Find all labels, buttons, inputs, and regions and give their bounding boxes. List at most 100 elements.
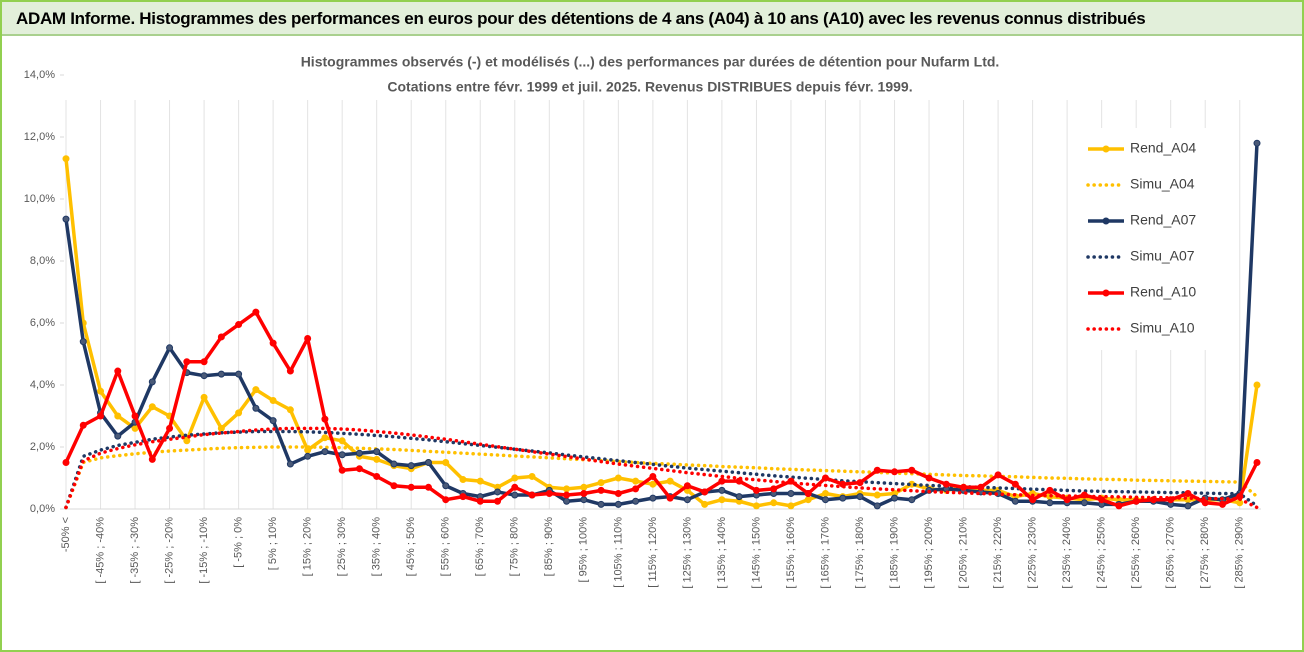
y-tick-label: 10,0% [24,193,55,205]
point [977,483,985,491]
point [494,497,502,505]
series-line [64,429,1259,510]
point [304,335,312,342]
point [545,490,553,497]
x-tick-label: [ -5% ; 0% [233,517,245,568]
legend-marker [1102,145,1110,153]
point [252,308,260,316]
series-line [64,426,1259,510]
chart-title: Histogrammes observés (-) et modélisés (… [301,54,1000,70]
point [424,459,432,466]
point [839,494,847,502]
y-tick-label: 0,0% [30,503,55,515]
point [632,477,640,485]
legend-label: Simu_A10 [1130,320,1195,336]
point [1218,500,1226,508]
point [114,412,122,420]
point [804,496,812,504]
x-tick-label: [ 285% ; 290% [1234,517,1246,589]
point [528,472,536,480]
point [787,490,795,497]
x-tick-label: [ 185% ; 190% [888,517,900,589]
point [683,482,691,490]
series-line [64,445,1259,510]
x-tick-label: [ 5% ; 10% [267,517,279,570]
point [183,358,191,366]
point [338,437,346,445]
point [528,491,536,499]
point [632,497,640,505]
point [597,500,605,508]
legend-label: Rend_A10 [1130,284,1196,300]
x-tick-label: [ 45% ; 50% [405,517,417,577]
point [286,367,294,375]
point [269,397,277,404]
point [114,432,122,440]
point [787,502,795,510]
point [338,451,346,459]
point [148,455,156,463]
point [166,344,174,352]
point [614,490,622,497]
x-tick-label: [ 115% ; 120% [647,517,659,588]
legend-marker [1102,217,1110,225]
point [1063,496,1071,504]
x-tick-label: [ 75% ; 80% [509,517,521,577]
x-tick-label: [ 225% ; 230% [1027,517,1039,589]
point [114,367,122,375]
point [476,497,484,505]
x-tick-label: [ 55% ; 60% [440,517,452,577]
point [821,496,829,504]
x-tick-label: [ -35% ; -30% [129,517,141,584]
point [476,477,484,485]
point [321,415,329,423]
point [166,424,174,432]
point [649,494,657,502]
point [355,465,363,473]
x-tick-label: [ 145% ; 150% [750,517,762,589]
point [1011,480,1019,488]
x-tick-label: [ 135% ; 140% [716,517,728,589]
point [286,406,294,414]
x-tick-label: [ -45% ; -40% [94,517,106,584]
chart-subtitle: Cotations entre févr. 1999 et juil. 2025… [387,79,912,95]
point [1029,496,1037,504]
point [269,417,277,425]
point [994,471,1002,479]
point [373,455,381,463]
point [217,424,225,432]
x-tick-label: [ 215% ; 220% [992,517,1004,589]
x-tick-label: [ 195% ; 200% [923,517,935,589]
point [580,490,588,497]
point [718,477,726,485]
point [424,483,432,491]
point [701,488,709,496]
point [908,496,916,504]
point [97,412,105,420]
point [752,486,760,494]
point [666,477,674,485]
point [891,494,899,502]
point [62,215,70,223]
point [494,488,502,496]
x-tick-label: [ 105% ; 110% [612,517,624,588]
x-tick-label: [ -15% ; -10% [198,517,210,584]
point [649,480,657,488]
point [148,378,156,386]
point [614,500,622,508]
x-tick-label: [ 255% ; 260% [1130,517,1142,589]
point [200,393,208,401]
point [97,387,105,395]
point [235,321,243,329]
legend-label: Simu_A07 [1130,248,1195,264]
x-tick-label: [ 25% ; 30% [336,517,348,577]
point [597,486,605,494]
point [442,482,450,490]
point [821,490,829,497]
point [683,496,691,504]
y-tick-label: 6,0% [30,317,55,329]
x-tick-label: [ 245% ; 250% [1096,517,1108,589]
point [62,459,70,466]
y-tick-label: 14,0% [24,69,55,81]
point [321,434,329,442]
